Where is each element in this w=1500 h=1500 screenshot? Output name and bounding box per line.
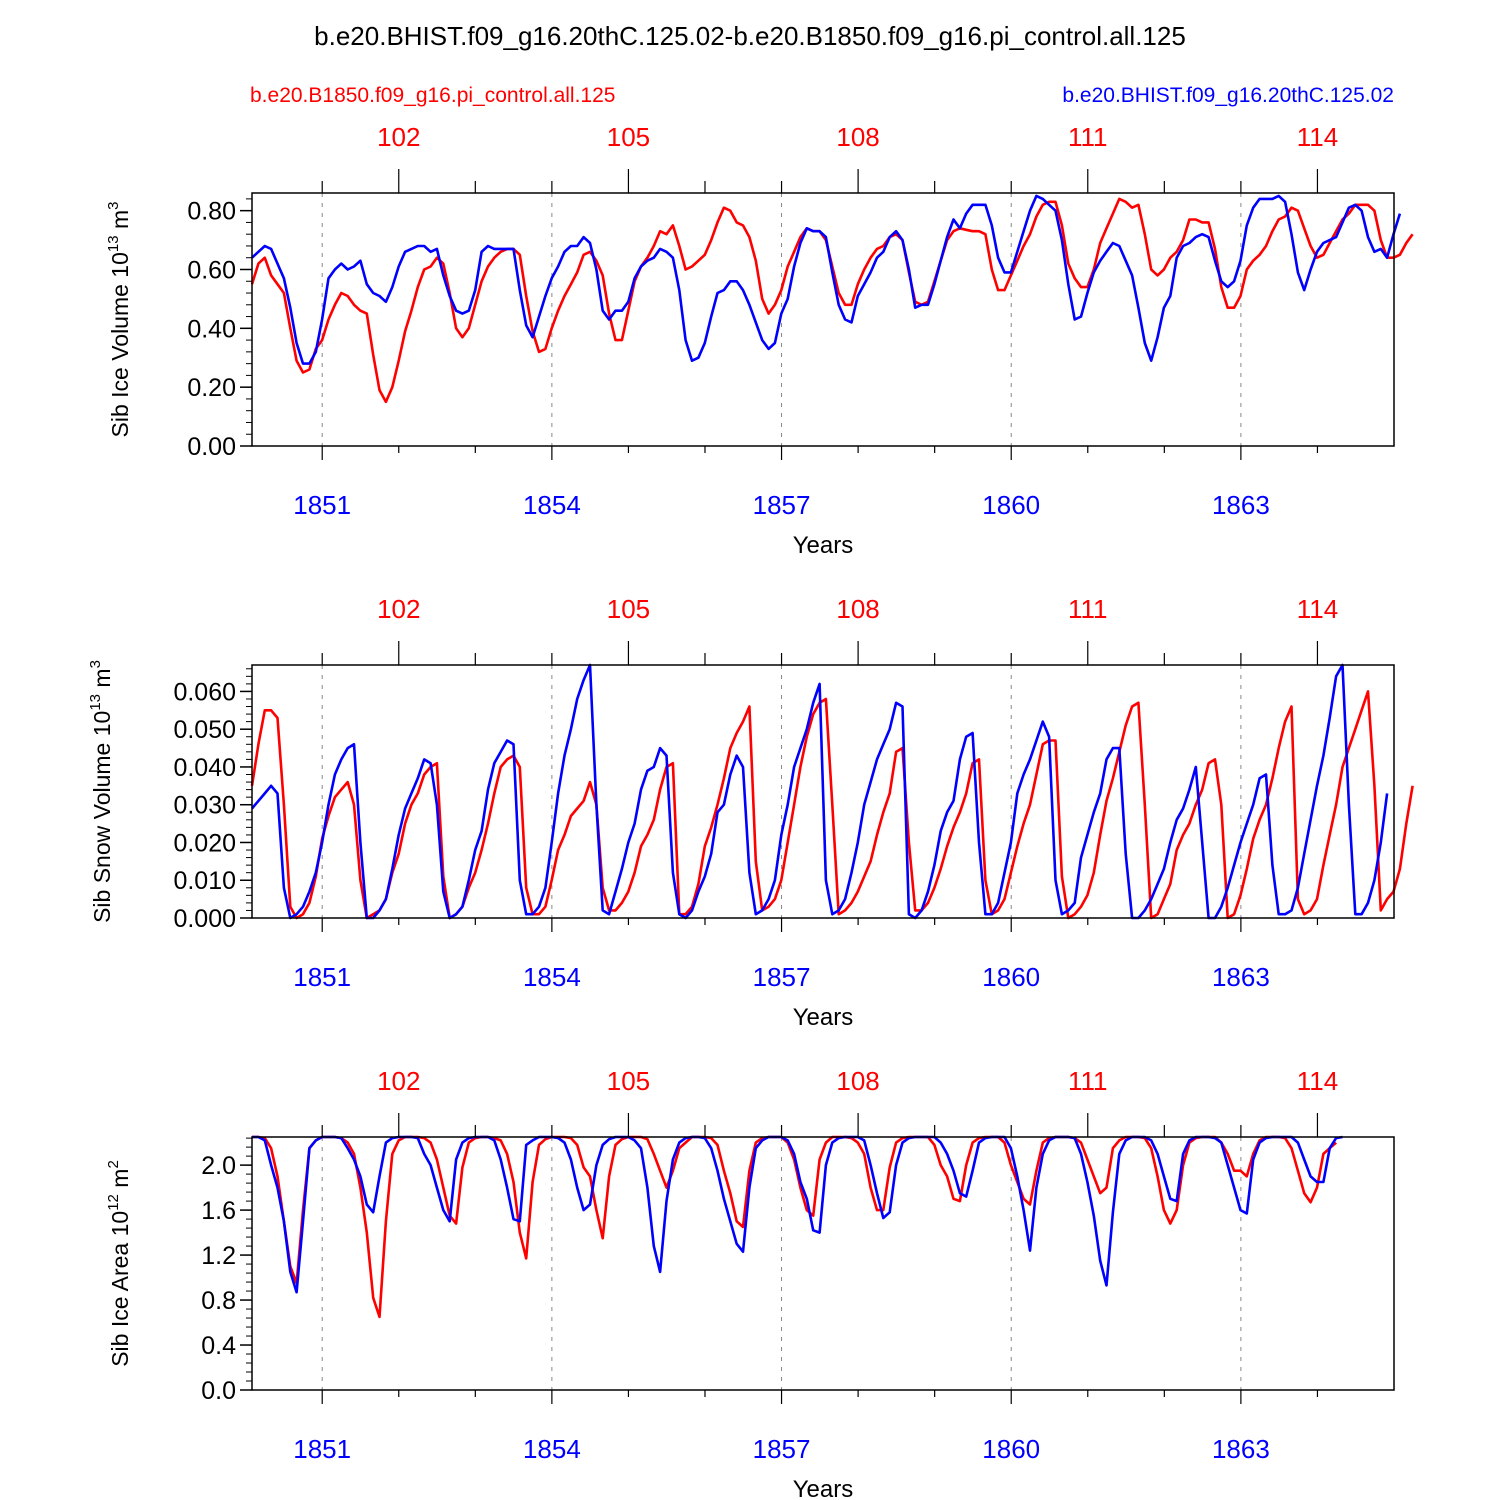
y-tick-label: 0.00	[187, 433, 236, 461]
y-axis-label: Sib Snow Volume 1013 m3	[87, 660, 115, 923]
x-top-tick-label: 111	[1068, 1066, 1108, 1096]
x-bottom-tick-label: 1857	[753, 1434, 811, 1464]
plot-frame	[251, 664, 1395, 919]
x-top-tick-label: 114	[1297, 122, 1338, 152]
series-line-hist	[252, 1135, 1343, 1294]
x-bottom-tick-label: 1857	[753, 962, 811, 992]
chart-title: b.e20.BHIST.f09_g16.20thC.125.02-b.e20.B…	[314, 21, 1186, 51]
y-tick-label: 0.80	[187, 198, 236, 226]
x-bottom-tick-label: 1851	[293, 1434, 351, 1464]
x-top-tick-label: 102	[377, 1066, 420, 1096]
x-top-tick-label: 105	[607, 594, 650, 624]
series-line-hist	[251, 194, 1402, 365]
x-top-tick-label: 102	[377, 594, 420, 624]
x-bottom-tick-label: 1851	[293, 962, 351, 992]
x-bottom-tick-label: 1857	[753, 490, 811, 520]
x-top-tick-label: 111	[1068, 122, 1108, 152]
chart-panel-3: 0.0 0.4 0.8 1.2 1.6 2.0 1851 1854 1857 1860 1863 10…	[105, 1066, 1395, 1500]
y-tick-label: 0.4	[201, 1332, 236, 1360]
y-tick-label: 0.60	[187, 256, 236, 284]
y-axis-label: Sib Ice Area 1012 m2	[105, 1160, 133, 1367]
y-tick-label: 0.000	[173, 905, 236, 933]
y-tick-label: 0.020	[173, 829, 236, 857]
x-bottom-tick-label: 1851	[293, 490, 351, 520]
x-top-tick-label: 108	[836, 1066, 879, 1096]
series-line-control	[252, 1135, 1337, 1319]
y-tick-label: 0.40	[187, 315, 236, 343]
x-axis-label: Years	[793, 1004, 854, 1031]
y-tick-label: 0.050	[173, 716, 236, 744]
series-line-hist	[251, 663, 1389, 920]
x-axis-label: Years	[793, 1476, 854, 1500]
x-bottom-tick-label: 1863	[1212, 962, 1270, 992]
x-top-tick-label: 108	[836, 122, 879, 152]
x-axis-label: Years	[793, 532, 854, 559]
x-top-tick-label: 105	[607, 1066, 650, 1096]
legend-control-label: b.e20.B1850.f09_g16.pi_control.all.125	[250, 84, 615, 107]
x-top-tick-label: 114	[1297, 594, 1338, 624]
y-tick-label: 0.060	[173, 678, 236, 706]
y-tick-label: 1.6	[201, 1197, 236, 1225]
x-top-tick-label: 105	[607, 122, 650, 152]
y-tick-label: 0.030	[173, 792, 236, 820]
y-tick-label: 0.040	[173, 754, 236, 782]
y-tick-label: 0.20	[187, 374, 236, 402]
y-tick-label: 0.0	[201, 1377, 236, 1405]
x-bottom-tick-label: 1863	[1212, 1434, 1270, 1464]
y-tick-label: 0.8	[201, 1287, 236, 1315]
chart-panel-1: 0.00 0.20 0.40 0.60 0.80 1851 1854 1857 1860 1863…	[105, 122, 1414, 559]
chart-panels: 0.00 0.20 0.40 0.60 0.80 1851 1854 1857 1860 1863…	[87, 122, 1414, 1500]
x-top-tick-label: 111	[1068, 594, 1108, 624]
x-bottom-tick-label: 1863	[1212, 490, 1270, 520]
y-axis-label: Sib Ice Volume 1013 m3	[105, 202, 133, 438]
x-bottom-tick-label: 1860	[982, 962, 1040, 992]
plot-frame	[251, 1136, 1395, 1391]
x-bottom-tick-label: 1860	[982, 490, 1040, 520]
x-bottom-tick-label: 1860	[982, 1434, 1040, 1464]
x-bottom-tick-label: 1854	[523, 490, 581, 520]
series-line-control	[250, 690, 1414, 920]
x-bottom-tick-label: 1854	[523, 1434, 581, 1464]
x-top-tick-label: 114	[1297, 1066, 1338, 1096]
x-top-tick-label: 102	[377, 122, 420, 152]
x-bottom-tick-label: 1854	[523, 962, 581, 992]
y-tick-label: 0.010	[173, 867, 236, 895]
series-line-control	[250, 197, 1414, 404]
y-tick-label: 1.2	[201, 1242, 236, 1270]
legend-hist-label: b.e20.BHIST.f09_g16.20thC.125.02	[1062, 84, 1394, 107]
plot-frame	[251, 192, 1395, 447]
chart-panel-2: 0.000 0.010 0.020 0.030 0.040 0.050 0.060 1851 1…	[87, 594, 1414, 1031]
y-tick-label: 2.0	[201, 1152, 236, 1180]
x-top-tick-label: 108	[836, 594, 879, 624]
